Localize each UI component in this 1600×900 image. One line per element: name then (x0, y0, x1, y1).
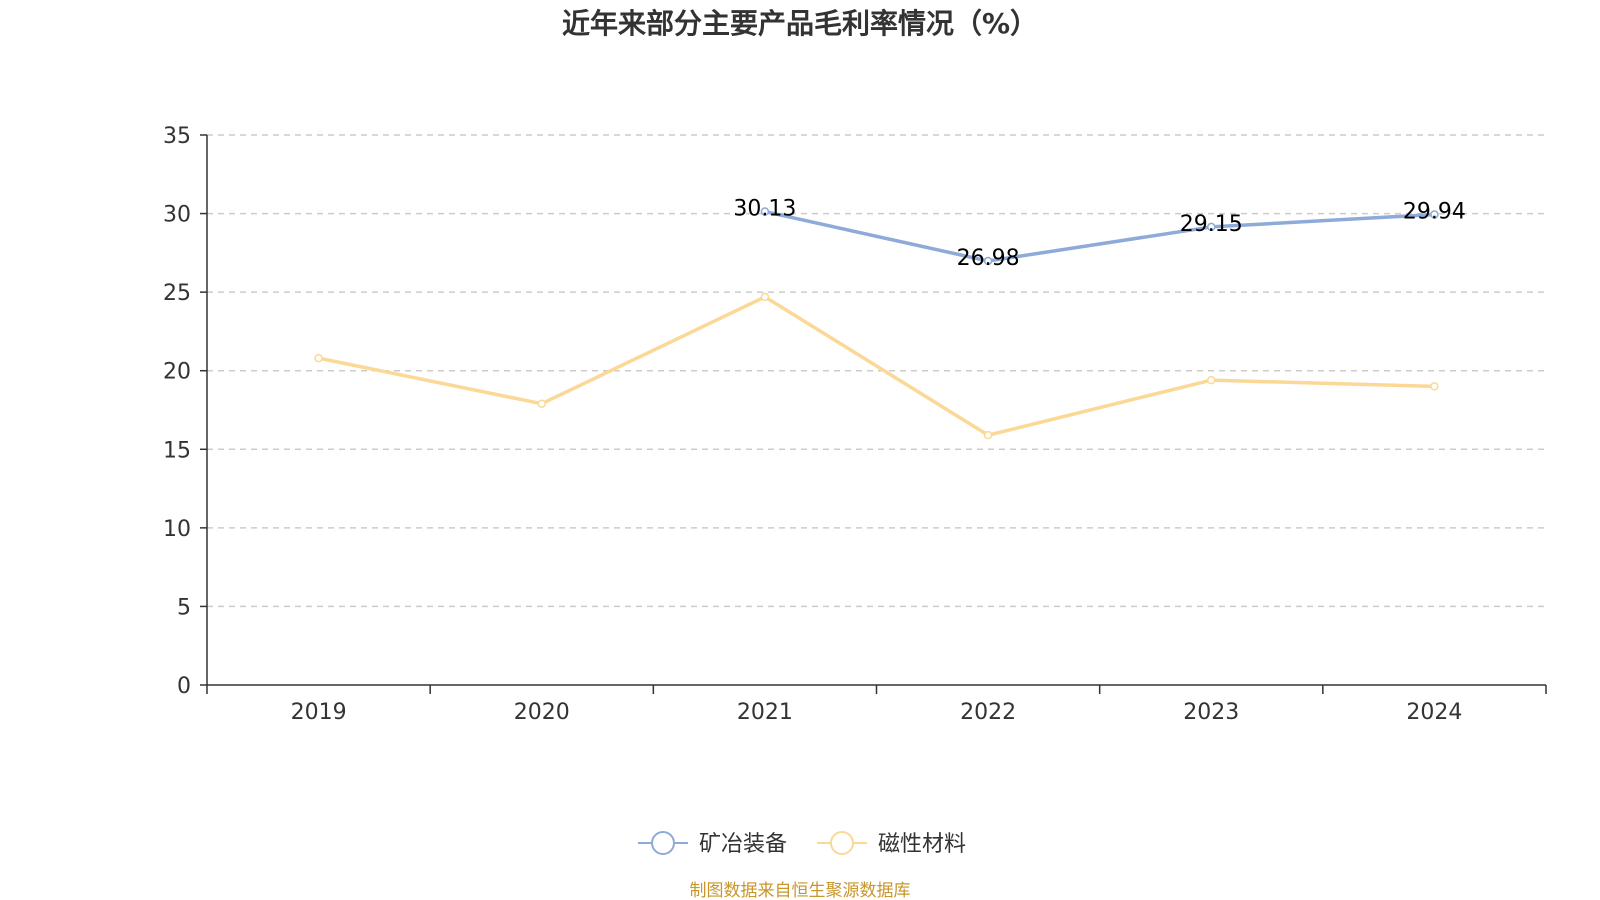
legend: 矿冶装备 磁性材料 (638, 831, 966, 857)
series-layer (314, 207, 1439, 440)
legend-mining-marker (651, 831, 675, 855)
x-tick-label-2024: 2024 (1406, 700, 1462, 725)
y-tick-label-30: 30 (163, 203, 191, 228)
y-tick-label-5: 5 (177, 595, 191, 620)
y-tick-label-35: 35 (163, 124, 191, 149)
series-0-point-2024[interactable] (1430, 210, 1439, 219)
series-line-0 (763, 209, 1437, 263)
series-0-point-2022[interactable] (983, 256, 993, 266)
x-tick-label-2023: 2023 (1183, 700, 1239, 725)
x-tick-label-2019: 2019 (291, 700, 347, 725)
x-tick-label-2021: 2021 (737, 700, 793, 725)
series-1-point-2019[interactable] (314, 353, 323, 363)
y-tick-label-15: 15 (163, 438, 191, 463)
series-0-point-2021[interactable] (760, 207, 770, 216)
grid-layer (207, 134, 1546, 608)
series-1-point-2023[interactable] (1207, 375, 1216, 385)
series-0-label-2021: 30.13 (733, 197, 796, 222)
y-tick-label-20: 20 (163, 360, 191, 385)
chart-title: 近年来部分主要产品毛利率情况（%） (562, 7, 1038, 40)
series-0-point-2023[interactable] (1207, 222, 1216, 232)
series-1-point-2022[interactable] (983, 430, 993, 440)
series-0-label-2022: 26.98 (957, 246, 1020, 271)
legend-magnetic-marker (830, 831, 854, 855)
series-1-point-2020[interactable] (537, 399, 546, 408)
label-layer: 30.13 26.98 29.15 29.94 (733, 197, 1465, 272)
y-tick-label-0: 0 (177, 674, 191, 699)
series-1-point-2021[interactable] (760, 292, 770, 302)
x-tick-label-2020: 2020 (514, 700, 570, 725)
source-note: 制图数据来自恒生聚源数据库 (690, 881, 911, 900)
x-tick-label-2022: 2022 (960, 700, 1016, 725)
y-tick-label-25: 25 (163, 281, 191, 306)
series-line-1 (316, 295, 1437, 437)
series-0-label-2024: 29.94 (1403, 200, 1466, 225)
y-tick-label-10: 10 (163, 517, 191, 542)
series-0-label-2023: 29.15 (1180, 212, 1243, 237)
axis-layer: 0 5 10 15 20 25 30 35 2019 2020 2021 2022 2023 2024 (163, 124, 1547, 725)
legend-item-mining-equipment[interactable]: 矿冶装备 (638, 831, 787, 857)
legend-magnetic-label: 磁性材料 (878, 832, 966, 857)
legend-mining-label: 矿冶装备 (699, 832, 787, 857)
series-1-point-2024[interactable] (1430, 382, 1439, 391)
legend-item-magnetic-materials[interactable]: 磁性材料 (817, 831, 966, 857)
